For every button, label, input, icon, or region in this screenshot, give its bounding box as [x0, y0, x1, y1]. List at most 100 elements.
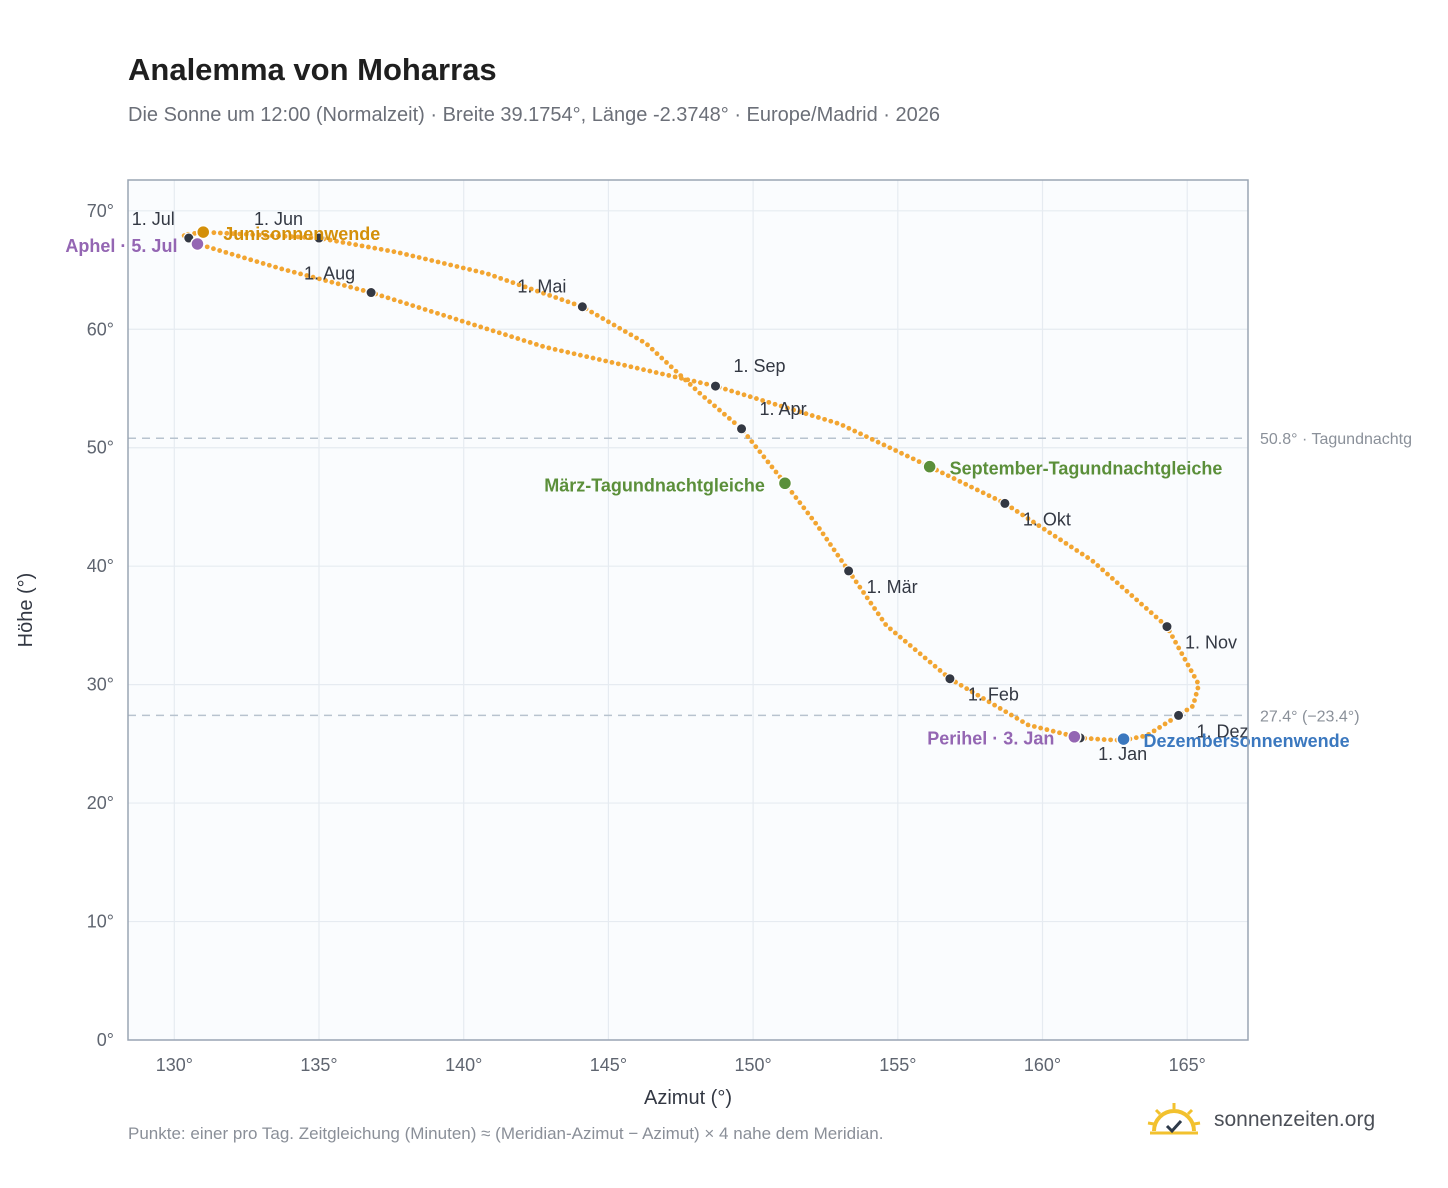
month-label: 1. Apr	[760, 399, 807, 419]
day-point	[1008, 712, 1014, 718]
day-point	[731, 420, 737, 426]
day-point	[937, 668, 943, 673]
day-point	[224, 230, 230, 236]
day-point	[801, 505, 807, 511]
day-point	[822, 416, 827, 422]
day-point	[785, 405, 790, 411]
day-point	[1146, 731, 1152, 737]
day-point	[974, 487, 980, 493]
month-marker	[843, 565, 855, 577]
y-tick-label: 30°	[87, 675, 114, 695]
day-point	[366, 244, 371, 250]
day-point	[559, 297, 565, 303]
day-point	[211, 230, 217, 236]
day-point	[609, 360, 615, 365]
day-point	[893, 448, 899, 453]
day-point	[269, 233, 275, 239]
day-point	[1101, 737, 1107, 742]
day-point	[467, 267, 472, 272]
day-point	[490, 328, 496, 334]
day-point	[1063, 540, 1069, 546]
day-point	[565, 349, 571, 355]
day-point	[242, 255, 247, 261]
day-point	[263, 232, 269, 238]
event-label: Junisonnenwende	[223, 224, 380, 244]
day-point	[596, 357, 602, 362]
day-point	[958, 682, 964, 688]
day-point	[496, 330, 502, 336]
day-point	[729, 388, 735, 394]
day-point	[815, 415, 821, 420]
day-point	[1158, 618, 1164, 624]
month-label: 1. Dez	[1197, 721, 1249, 741]
day-point	[354, 286, 360, 292]
day-point	[223, 249, 229, 255]
day-point	[910, 456, 916, 462]
day-point	[359, 243, 365, 249]
day-point	[707, 399, 712, 405]
day-point	[422, 307, 428, 312]
day-point	[310, 274, 316, 280]
month-marker	[313, 232, 325, 244]
x-tick-label: 130°	[156, 1055, 193, 1075]
event-marker	[1116, 731, 1131, 747]
day-point	[534, 288, 540, 294]
day-point	[980, 490, 986, 496]
day-point	[899, 450, 904, 456]
reference-line-label: 50.8° · Tagundnachtg	[1260, 431, 1412, 448]
day-point	[304, 273, 310, 278]
day-point	[289, 234, 294, 240]
day-point	[1119, 584, 1125, 590]
day-point	[864, 595, 870, 601]
day-point	[250, 232, 256, 238]
brand-logo[interactable]: sonnenzeiten.org	[1146, 1100, 1375, 1140]
day-point	[486, 271, 491, 277]
day-point	[765, 459, 771, 465]
day-point	[279, 266, 285, 272]
month-label: 1. Sep	[733, 356, 785, 376]
day-point	[864, 434, 869, 440]
day-point	[237, 231, 243, 237]
day-point	[722, 411, 727, 417]
day-point	[834, 420, 840, 426]
day-point	[757, 449, 763, 455]
day-point	[622, 329, 628, 334]
day-point	[1047, 530, 1053, 536]
day-point	[687, 382, 693, 387]
x-tick-label: 160°	[1024, 1055, 1061, 1075]
day-point	[1085, 555, 1091, 560]
x-tick-label: 150°	[734, 1055, 771, 1075]
day-point	[302, 234, 307, 240]
month-marker	[365, 287, 377, 299]
day-point	[666, 373, 672, 378]
day-point	[692, 386, 698, 392]
day-point	[528, 286, 534, 292]
reference-lines: 50.8° · Tagundnachtg 27.4° (−23.4°)	[128, 431, 1412, 725]
day-point	[435, 259, 441, 265]
day-point	[1031, 519, 1036, 525]
day-point	[308, 235, 314, 241]
day-point	[772, 401, 778, 407]
day-point	[334, 238, 339, 244]
day-point	[1009, 505, 1015, 511]
day-point	[1031, 724, 1037, 729]
day-point	[484, 326, 490, 332]
day-point	[628, 332, 634, 338]
x-axis-label: Azimut (°)	[644, 1087, 732, 1109]
day-point	[571, 301, 577, 307]
day-point	[391, 249, 397, 255]
day-point	[473, 268, 479, 274]
day-point	[1168, 718, 1173, 723]
y-tick-label: 10°	[87, 912, 114, 932]
day-point	[1188, 668, 1194, 674]
day-point	[1041, 526, 1047, 532]
event-label: Aphel · 5. Jul	[65, 236, 177, 256]
event-label: März-Tagundnachtgleiche	[544, 475, 765, 495]
day-point	[235, 253, 241, 259]
day-point	[410, 253, 416, 259]
day-point	[852, 428, 858, 434]
day-point	[717, 407, 722, 413]
day-point	[479, 270, 485, 275]
day-point	[858, 431, 863, 437]
day-point	[653, 370, 659, 375]
